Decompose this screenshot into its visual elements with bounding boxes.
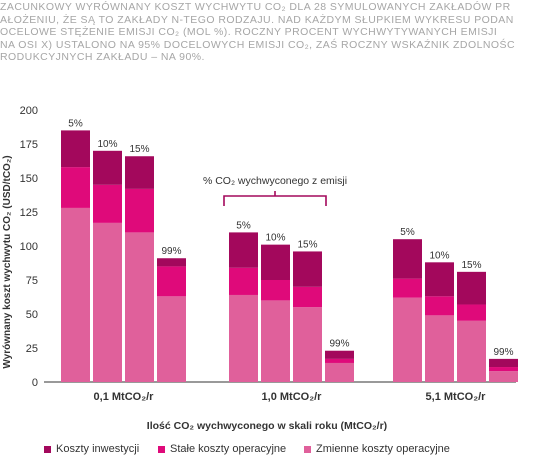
bar-top-label: 10%	[265, 233, 285, 244]
y-tick-label: 75	[26, 275, 38, 287]
bar-segment-fixed	[393, 278, 422, 298]
bar-segment-variable	[61, 207, 90, 382]
bar-top-label: 5%	[236, 220, 251, 231]
bar-segment-investment	[229, 232, 258, 268]
bar-segment-variable	[157, 296, 186, 382]
bar-segment-fixed	[457, 304, 486, 321]
bar-top-label: 5%	[400, 227, 415, 238]
bar-top-label: 10%	[97, 139, 117, 150]
bar-top-label: 15%	[461, 260, 481, 271]
bar-segment-fixed	[93, 184, 122, 223]
bar-segment-fixed	[489, 367, 518, 372]
bar-segment-investment	[125, 156, 154, 189]
figure-caption: ZACUNKOWY WYRÓWNANY KOSZT WYCHWYTU CO₂ D…	[0, 1, 534, 64]
bar-segment-investment	[261, 244, 290, 280]
bar-segment-variable	[457, 320, 486, 382]
bar-segment-variable	[125, 232, 154, 382]
legend-swatch-fixed	[158, 445, 165, 453]
bar-top-label: 15%	[129, 144, 149, 155]
bar-top-label: 99%	[493, 347, 513, 358]
bar-segment-investment	[93, 150, 122, 185]
bar-segment-variable	[393, 297, 422, 382]
bar-segment-fixed	[61, 167, 90, 208]
x-axis-label: Ilość CO₂ wychwyconego w skali roku (MtC…	[147, 420, 387, 432]
annotation-bracket	[223, 195, 327, 206]
y-tick-label: 200	[20, 105, 38, 117]
bar-segment-investment	[293, 251, 322, 287]
y-tick-label: 100	[20, 241, 38, 253]
bar-top-label: 15%	[297, 239, 317, 250]
bar-segment-investment	[489, 358, 518, 368]
legend-swatch-variable	[304, 445, 311, 453]
caption-line: OCELOWE STĘŻENIE EMISJI CO₂ (MOL %). ROC…	[0, 26, 498, 39]
x-group-label: 5,1 MtCO₂/r	[426, 391, 487, 403]
bar-segment-investment	[425, 262, 454, 297]
bar-segment-variable	[325, 362, 354, 382]
legend-swatch-investment	[44, 445, 51, 453]
legend-item-fixed: Stałe koszty operacyjne	[158, 443, 286, 455]
bar-segment-investment	[61, 130, 90, 168]
caption-line: RODUKCYJNYCH ZAKŁADU – NA 90%.	[0, 51, 205, 64]
y-tick-label: 125	[20, 207, 38, 219]
bar-segment-investment	[325, 350, 354, 359]
x-group-label: 0,1 MtCO₂/r	[94, 391, 155, 403]
y-axis-label: Wyrównany koszt wychwytu CO₂ (USD/tCO₂)	[2, 155, 13, 368]
y-tick-label: 150	[20, 173, 38, 185]
bar-segment-variable	[93, 222, 122, 382]
bar-segment-fixed	[157, 266, 186, 297]
caption-line: AŁOŻENIU, ŻE SĄ TO ZAKŁADY N-TEGO RODZAJ…	[0, 13, 514, 26]
legend-label-variable: Zmienne koszty operacyjne	[316, 443, 450, 455]
bar-segment-fixed	[293, 286, 322, 308]
bar-top-label: 99%	[329, 339, 349, 350]
caption-line: NA OSI X) USTALONO NA 95% DOCELOWYCH EMI…	[0, 38, 515, 51]
bar-segment-fixed	[425, 296, 454, 316]
annotation-label: % CO₂ wychwyconego z emisji	[203, 175, 347, 187]
bar-segment-investment	[393, 239, 422, 279]
bar-segment-fixed	[261, 280, 290, 301]
y-tick-label: 50	[26, 309, 38, 321]
bar-segment-fixed	[125, 188, 154, 233]
bar-segment-investment	[157, 258, 186, 267]
bar-segment-fixed	[325, 358, 354, 363]
bar-segment-variable	[293, 307, 322, 382]
legend-item-investment: Koszty inwestycji	[44, 443, 139, 455]
legend-label-fixed: Stałe koszty operacyjne	[170, 443, 287, 455]
y-tick-label: 0	[32, 377, 38, 389]
bar-segment-fixed	[229, 267, 258, 295]
bar-top-label: 5%	[68, 118, 83, 129]
bar-top-label: 99%	[161, 246, 181, 257]
caption-line: ZACUNKOWY WYRÓWNANY KOSZT WYCHWYTU CO₂ D…	[0, 1, 511, 13]
bar-segment-variable	[489, 371, 518, 382]
y-tick-label: 175	[20, 139, 38, 151]
legend-label-investment: Koszty inwestycji	[56, 443, 140, 455]
bar-top-label: 10%	[429, 250, 449, 261]
legend-item-variable: Zmienne koszty operacyjne	[304, 443, 450, 455]
bar-segment-investment	[457, 271, 486, 305]
bar-segment-variable	[229, 294, 258, 382]
bar-segment-variable	[261, 300, 290, 382]
x-group-label: 1,0 MtCO₂/r	[262, 391, 323, 403]
bar-segment-variable	[425, 315, 454, 382]
y-tick-label: 25	[26, 343, 38, 355]
